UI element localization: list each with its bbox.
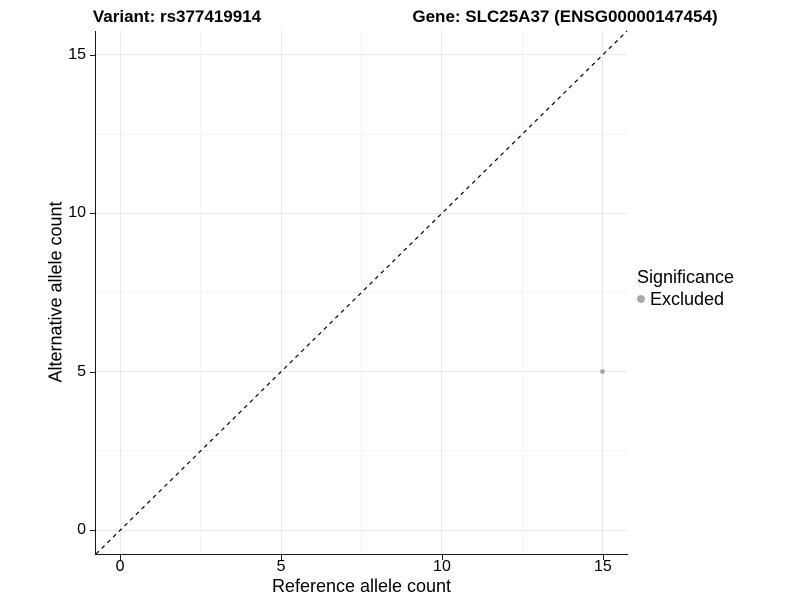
identity-line bbox=[95, 30, 628, 555]
x-tick-label: 10 bbox=[433, 558, 451, 575]
y-axis-line bbox=[95, 31, 96, 555]
x-tick-mark bbox=[602, 555, 604, 560]
y-tick-label: 10 bbox=[68, 204, 86, 222]
gridline-horizontal-major bbox=[96, 371, 627, 373]
x-tick-mark bbox=[441, 555, 443, 560]
y-tick-label: 15 bbox=[68, 45, 86, 63]
x-axis-line bbox=[95, 554, 628, 555]
x-tick-mark bbox=[281, 555, 283, 560]
legend: Significance Excluded bbox=[637, 267, 734, 309]
excluded-point-icon bbox=[637, 295, 645, 303]
legend-item-excluded: Excluded bbox=[637, 289, 734, 309]
x-axis-title: Reference allele count bbox=[271, 576, 452, 596]
gridline-vertical-major bbox=[602, 31, 604, 554]
gridline-vertical-major bbox=[119, 31, 121, 554]
gridline-horizontal-minor bbox=[96, 292, 627, 293]
legend-title: Significance bbox=[637, 267, 735, 287]
y-tick-mark bbox=[90, 530, 95, 532]
gene-title: Gene: SLC25A37 (ENSG00000147454) bbox=[412, 7, 718, 26]
gridline-vertical-major bbox=[441, 31, 443, 554]
x-tick-label: 5 bbox=[276, 558, 286, 575]
gridline-vertical-major bbox=[280, 31, 282, 554]
x-tick-label: 0 bbox=[115, 558, 125, 575]
variant-title: Variant: rs377419914 bbox=[92, 7, 262, 26]
legend-item-label: Excluded bbox=[650, 289, 725, 309]
plot-panel bbox=[95, 30, 628, 555]
gridline-horizontal-minor bbox=[96, 450, 627, 452]
x-tick-label: 15 bbox=[593, 558, 612, 575]
y-tick-mark bbox=[90, 54, 95, 56]
y-tick-label: 0 bbox=[77, 521, 86, 539]
gridline-horizontal-minor bbox=[96, 133, 627, 135]
x-tick-mark bbox=[120, 555, 122, 560]
gridline-horizontal-major bbox=[96, 212, 627, 214]
y-tick-label: 5 bbox=[77, 362, 86, 380]
y-tick-mark bbox=[90, 213, 95, 215]
gridline-horizontal-major bbox=[96, 529, 627, 531]
y-axis-title: Alternative allele count bbox=[45, 201, 66, 383]
data-point bbox=[600, 369, 606, 375]
gridline-horizontal-major bbox=[96, 54, 627, 56]
y-tick-mark bbox=[90, 371, 95, 373]
